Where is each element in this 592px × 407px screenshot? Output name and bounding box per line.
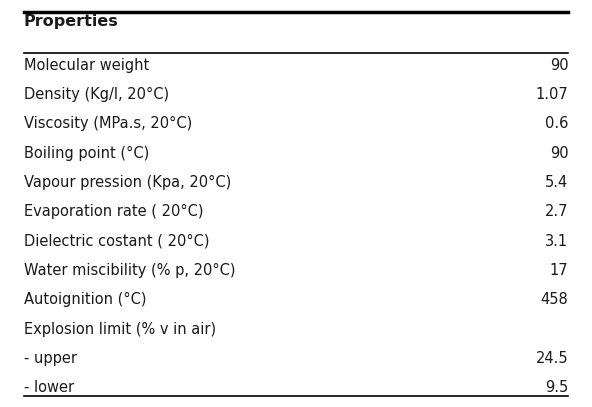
Text: 3.1: 3.1 — [545, 234, 568, 249]
Text: Density (Kg/l, 20°C): Density (Kg/l, 20°C) — [24, 87, 169, 102]
Text: 5.4: 5.4 — [545, 175, 568, 190]
Text: 2.7: 2.7 — [545, 204, 568, 219]
Text: 17: 17 — [550, 263, 568, 278]
Text: - lower: - lower — [24, 380, 74, 395]
Text: Molecular weight: Molecular weight — [24, 58, 149, 73]
Text: Viscosity (MPa.s, 20°C): Viscosity (MPa.s, 20°C) — [24, 116, 192, 131]
Text: Water miscibility (% p, 20°C): Water miscibility (% p, 20°C) — [24, 263, 235, 278]
Text: Boiling point (°C): Boiling point (°C) — [24, 146, 149, 161]
Text: Evaporation rate ( 20°C): Evaporation rate ( 20°C) — [24, 204, 203, 219]
Text: 0.6: 0.6 — [545, 116, 568, 131]
Text: - upper: - upper — [24, 351, 77, 366]
Text: 1.07: 1.07 — [536, 87, 568, 102]
Text: Properties: Properties — [24, 14, 118, 29]
Text: 90: 90 — [550, 58, 568, 73]
Text: Vapour pression (Kpa, 20°C): Vapour pression (Kpa, 20°C) — [24, 175, 231, 190]
Text: 24.5: 24.5 — [536, 351, 568, 366]
Text: Explosion limit (% v in air): Explosion limit (% v in air) — [24, 322, 216, 337]
Text: 458: 458 — [540, 292, 568, 307]
Text: 90: 90 — [550, 146, 568, 161]
Text: Dielectric costant ( 20°C): Dielectric costant ( 20°C) — [24, 234, 209, 249]
Text: Autoignition (°C): Autoignition (°C) — [24, 292, 146, 307]
Text: 9.5: 9.5 — [545, 380, 568, 395]
